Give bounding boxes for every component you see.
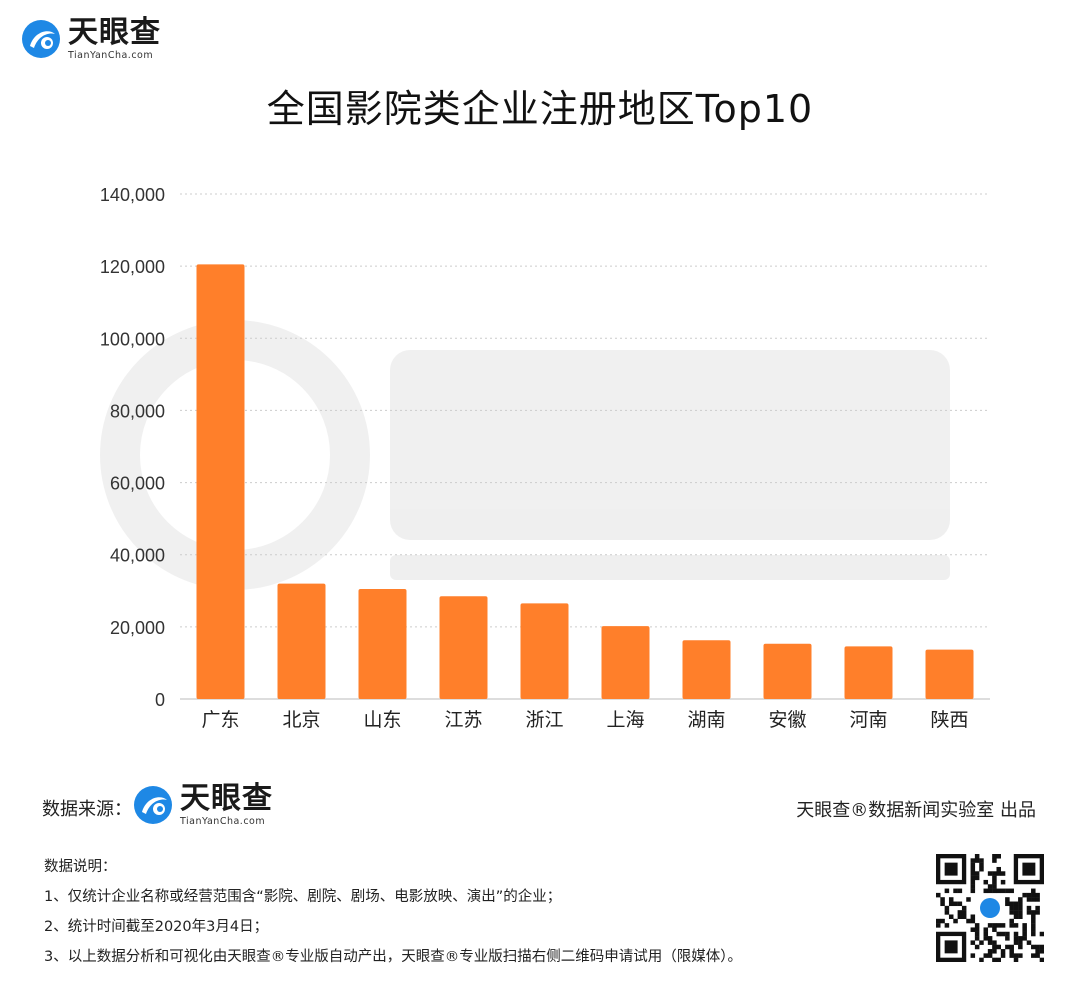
bar-10 — [925, 649, 974, 699]
y-tick-label: 40,000 — [110, 546, 165, 566]
bar-2 — [277, 583, 326, 699]
top-logo: 天眼查 TianYanCha.com — [20, 18, 161, 61]
y-tick-label: 60,000 — [110, 474, 165, 494]
bar-8 — [763, 643, 812, 699]
brand-name-en: TianYanCha.com — [68, 50, 154, 61]
y-tick-label: 120,000 — [100, 257, 165, 277]
note-line-2: 2、统计时间截至2020年3月4日； — [44, 919, 269, 935]
bar-6 — [601, 626, 650, 699]
y-tick-label: 100,000 — [100, 329, 165, 349]
bar-7 — [682, 640, 731, 699]
x-tick-label: 河南 — [849, 709, 887, 731]
source-label: 数据来源： — [42, 799, 132, 820]
tianyancha-logo-icon — [20, 18, 62, 60]
source-logo: 天眼查 TianYanCha.com — [132, 784, 273, 827]
x-tick-label: 安徽 — [768, 709, 806, 731]
x-tick-label: 浙江 — [525, 709, 563, 731]
x-tick-label: 北京 — [282, 709, 320, 731]
brand-name-cn: 天眼查 — [68, 15, 161, 50]
chart-title: 全国影院类企业注册地区Top10 — [266, 87, 814, 131]
bar-chart: 0 20,000 40,000 60,000 80,000 100,000 120,000 1… — [100, 185, 990, 731]
note-line-1: 1、仅统计企业名称或经营范围含“影院、剧院、剧场、电影放映、演出”的企业； — [44, 889, 562, 905]
credit-text: 天眼查®数据新闻实验室 出品 — [796, 800, 1036, 821]
bar-1 — [196, 264, 245, 699]
bar-4 — [439, 596, 488, 699]
y-tick-label: 140,000 — [100, 185, 165, 205]
x-tick-label: 陕西 — [930, 709, 968, 731]
notes-title: 数据说明： — [44, 859, 117, 875]
tianyancha-logo-icon — [132, 784, 174, 826]
brand-name-en: TianYanCha.com — [180, 816, 266, 827]
x-tick-label: 上海 — [606, 709, 644, 731]
data-notes: 数据说明： 1、仅统计企业名称或经营范围含“影院、剧院、剧场、电影放映、演出”的… — [44, 852, 742, 972]
x-tick-label: 广东 — [201, 709, 239, 731]
x-tick-label: 湖南 — [687, 709, 725, 731]
y-tick-label: 0 — [155, 690, 165, 710]
y-tick-label: 20,000 — [110, 618, 165, 638]
bar-9 — [844, 646, 893, 699]
x-tick-label: 山东 — [363, 709, 401, 731]
bar-5 — [520, 603, 569, 699]
y-tick-label: 80,000 — [110, 401, 165, 421]
bar-3 — [358, 588, 407, 699]
qr-code-icon — [936, 854, 1044, 962]
brand-name-cn: 天眼查 — [180, 781, 273, 816]
x-tick-label: 江苏 — [444, 709, 482, 731]
note-line-3: 3、以上数据分析和可视化由天眼查®专业版自动产出，天眼查®专业版扫描右侧二维码申… — [44, 949, 742, 965]
